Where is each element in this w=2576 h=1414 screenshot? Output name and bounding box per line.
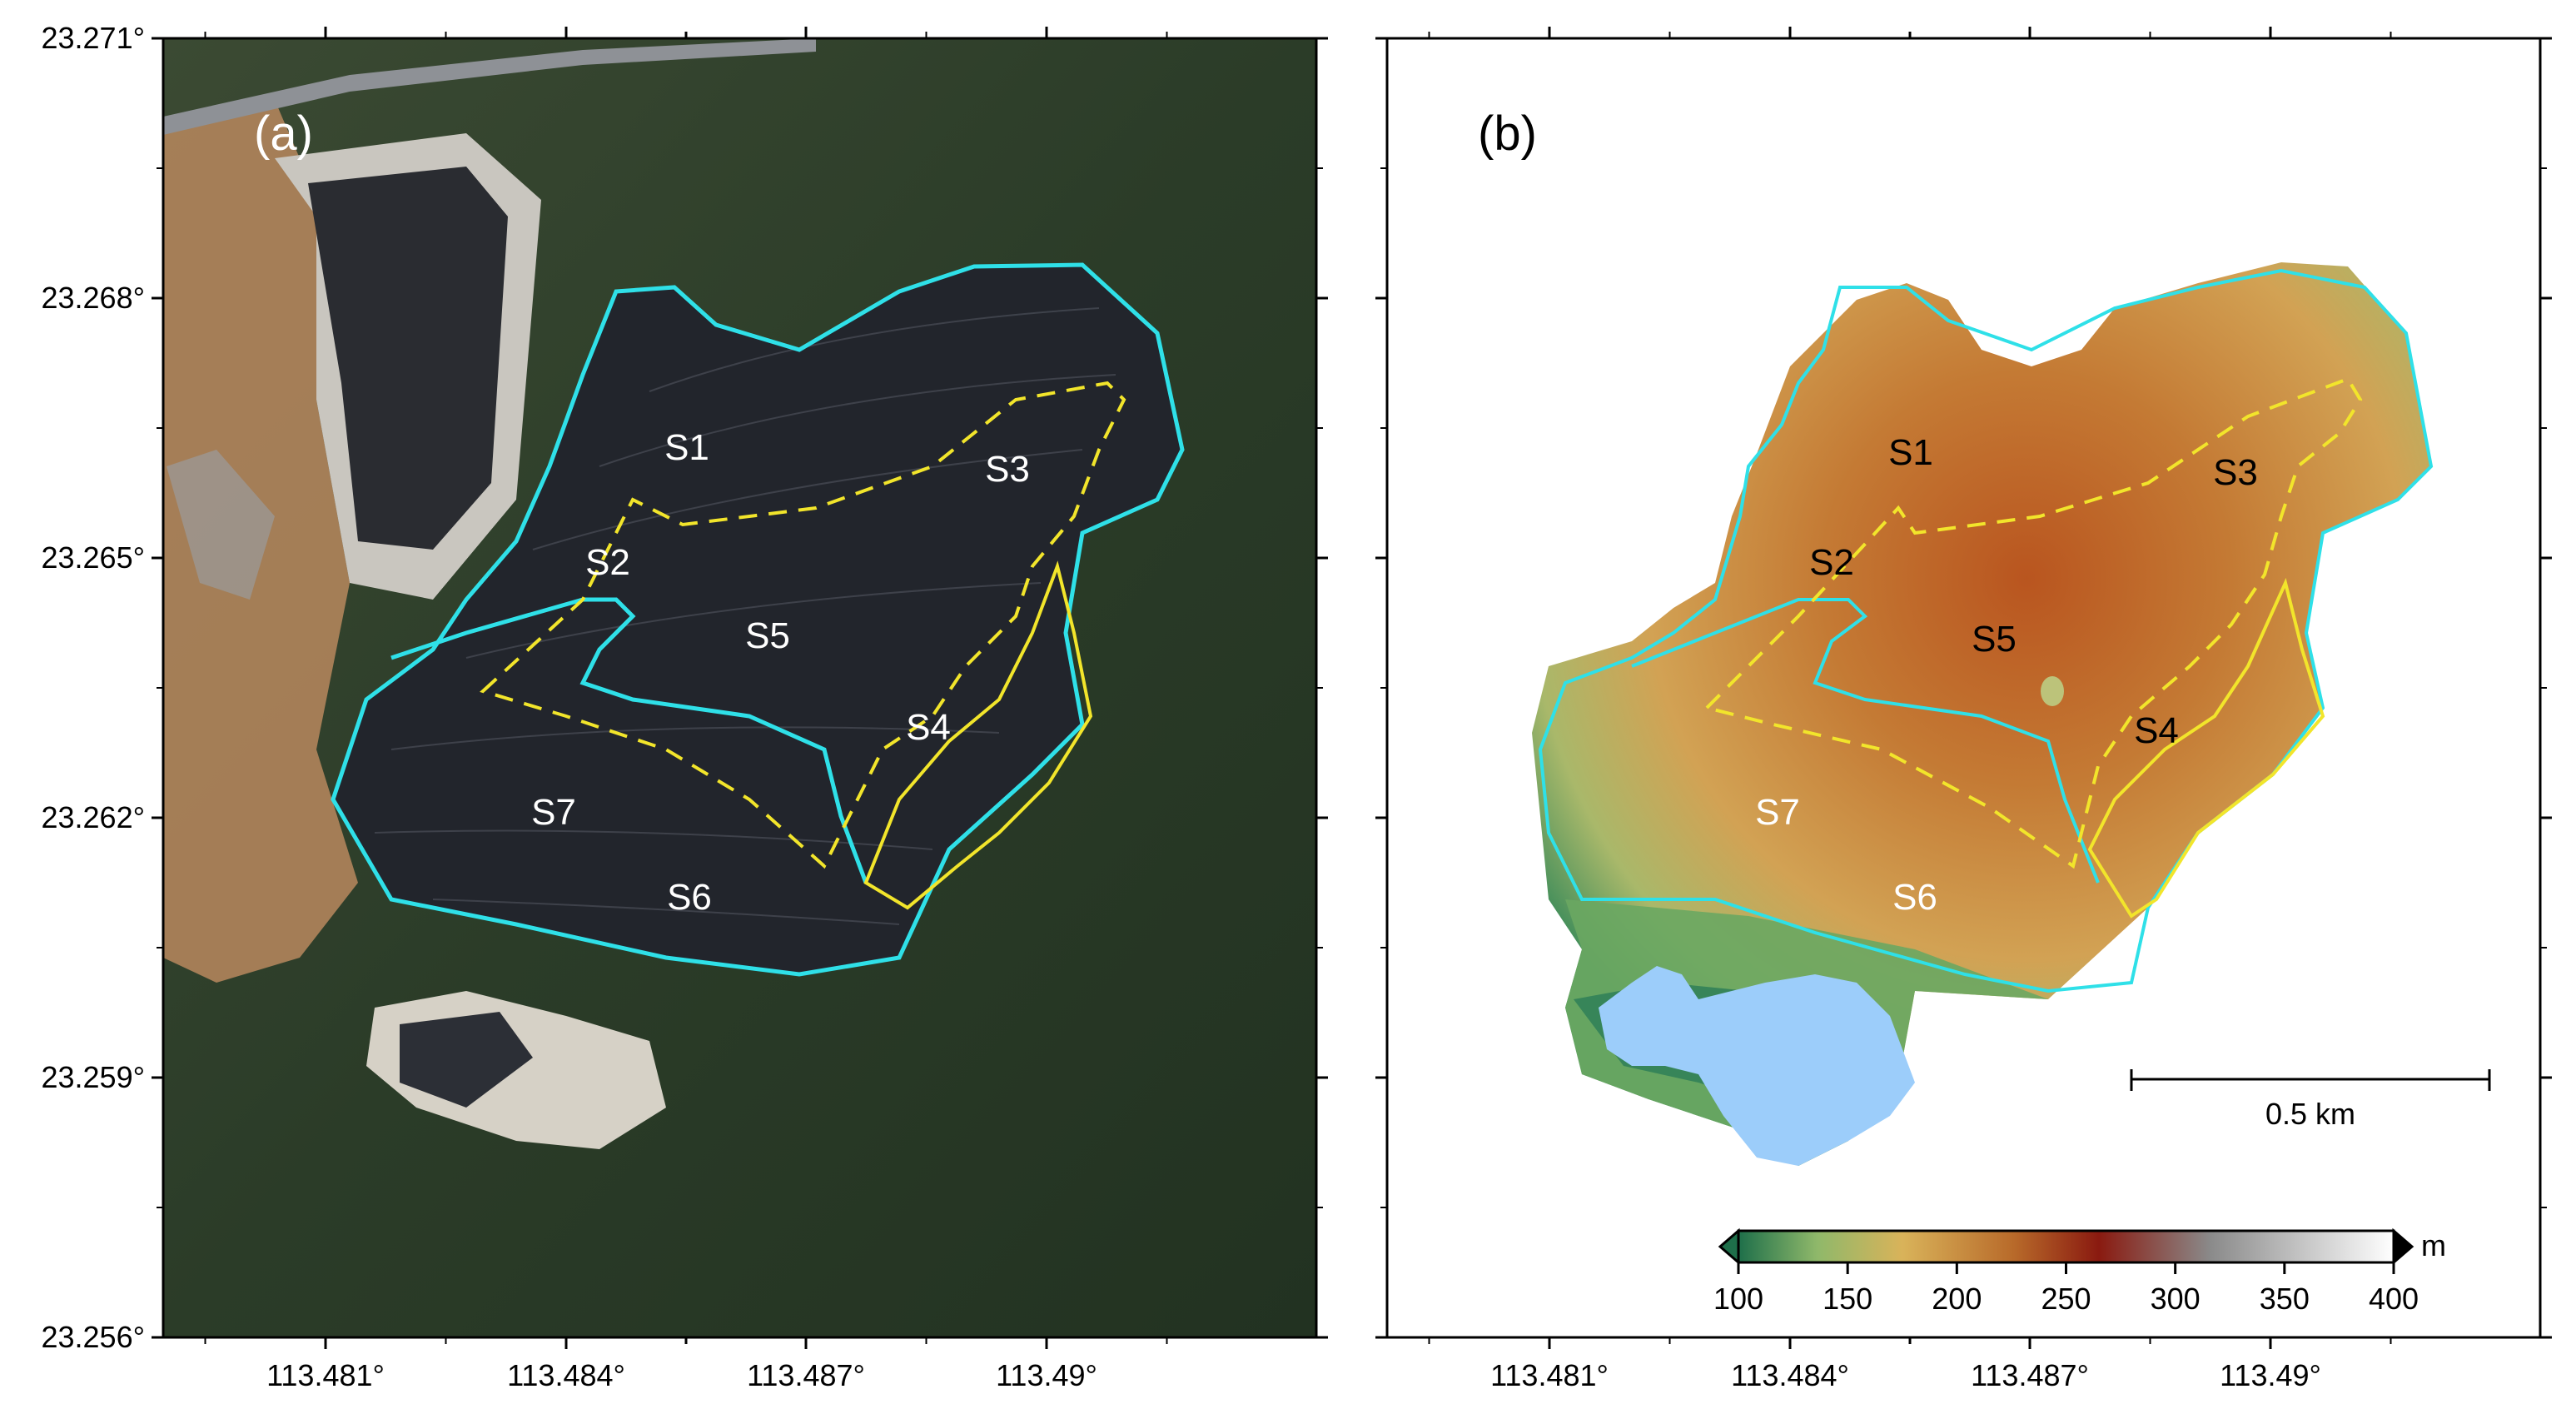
dem-small-mound [2041,676,2064,706]
dem-zone-dashed-yellow [1703,376,2363,869]
colorbar-tick-label: 150 [1823,1282,1872,1316]
dem-zone-label-s6: S6 [1892,877,1937,918]
landfill-body [333,265,1182,974]
scale-bar: 0.5 km [2130,1069,2491,1131]
lat-tick-label: 23.262° [41,800,145,834]
lat-tick-label: 23.265° [41,540,145,575]
lon-tick-label: 113.481° [1490,1358,1609,1392]
colorbar-tick-label: 300 [2151,1282,2201,1316]
dem-zone-label-s4: S4 [2134,710,2179,751]
lat-tick-label: 23.271° [41,21,145,55]
lon-tick-label: 113.49° [2220,1358,2321,1392]
lon-tick-label: 113.487° [747,1358,865,1392]
landfill-outline-cyan [331,262,1185,977]
panel-b-label: (b) [1478,107,1537,161]
zone-label-s2: S2 [585,542,630,583]
zone-s4-solid-yellow [863,560,1093,910]
colorbar-tick-label: 200 [1932,1282,1982,1316]
colorbar: m 100 150 200 250 300 350 400 [1713,1227,2446,1316]
lat-tick-label: 23.268° [41,281,145,315]
dem-zone-boundary-cyan [1631,598,2100,884]
lon-tick-label: 113.484° [507,1358,625,1392]
panel-b-axes: 113.481° 113.484° 113.487° 113.49° [1375,27,2552,1392]
dem-zone-label-s7: S7 [1755,792,1800,833]
lat-tick-label: 23.259° [41,1060,145,1094]
lon-tick-label: 113.481° [266,1358,385,1392]
lon-tick-label: 113.487° [1971,1358,2089,1392]
dem-zone-label-s1: S1 [1888,432,1933,473]
zone-label-s7: S7 [531,792,576,833]
colorbar-tick-label: 100 [1713,1282,1763,1316]
zone-label-s4: S4 [906,707,951,748]
colorbar-ticks: 100 150 200 250 300 350 400 [1713,1262,2419,1316]
zone-boundary-dashed-yellow [480,381,1126,869]
zone-label-s5: S5 [745,615,790,656]
colorbar-ramp [1737,1229,2395,1264]
panel-a-axes: 23.271° 23.268° 23.265° 23.262° 23.259° 23.25… [41,21,1328,1392]
highway [163,38,816,135]
dem-zone-label-s2: S2 [1809,542,1854,583]
colorbar-tick-label: 250 [2041,1282,2091,1316]
lon-tick-label: 113.484° [1731,1358,1849,1392]
zone-label-s6: S6 [667,877,712,918]
leachate-pond [400,1012,533,1108]
zone-label-s1: S1 [664,427,709,468]
dem-zone-s4-solid-yellow [2087,577,2325,919]
dem-zone-label-s5: S5 [1972,619,2017,660]
water-body [1599,966,1915,1166]
dem-outline-cyan [1538,268,2434,993]
gray-ground [167,450,275,600]
lon-tick-label: 113.49° [996,1358,1097,1392]
colorbar-low-arrow [1718,1227,1740,1266]
terrace-lines [374,307,1116,925]
zone-label-s3: S3 [985,449,1030,490]
zone-boundary-cyan [390,597,868,884]
panel-b: S1 S2 S3 S4 S5 S6 S7 (b) 0.5 km m 100 150… [1387,38,2540,1337]
colorbar-tick-label: 400 [2369,1282,2419,1316]
colorbar-unit: m [2421,1228,2446,1262]
lat-tick-label: 23.256° [41,1320,145,1354]
scale-bar-label: 0.5 km [2265,1097,2355,1131]
colorbar-high-arrow [2392,1227,2414,1266]
old-landfill-surface [308,167,508,550]
colorbar-tick-label: 350 [2260,1282,2310,1316]
panel-a: S1 S2 S3 S4 S5 S6 S7 (a) [163,38,1316,1337]
dem-zone-label-s3: S3 [2213,452,2258,493]
panel-a-label: (a) [254,107,313,161]
